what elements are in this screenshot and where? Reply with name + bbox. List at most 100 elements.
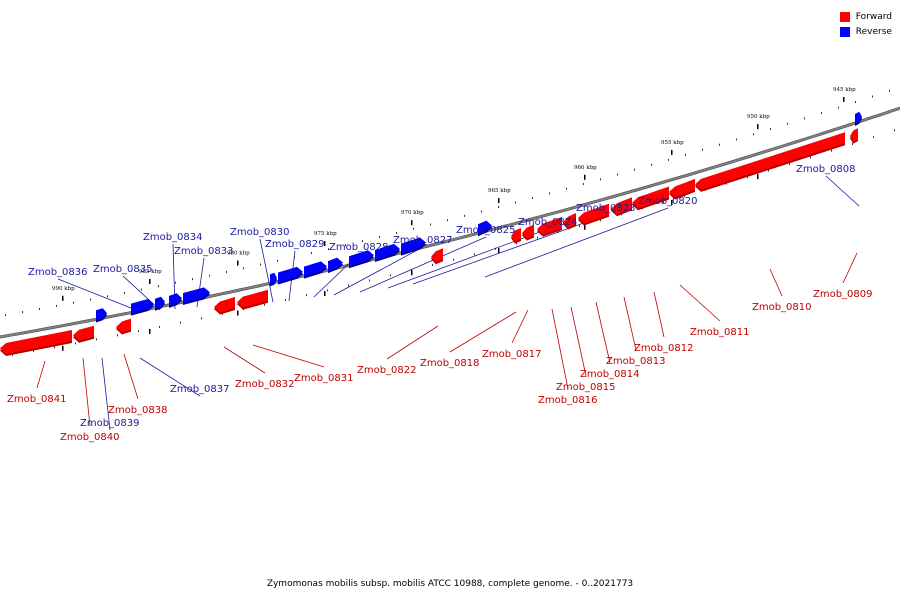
leader-line xyxy=(842,252,858,284)
gene-label: Zmob_0833 xyxy=(174,246,234,257)
gene-Zmob_0822[interactable] xyxy=(431,248,443,265)
gene-Zmob_0817[interactable] xyxy=(522,224,534,241)
reverse-legend-label: Reverse xyxy=(855,26,892,37)
scale-dot xyxy=(447,219,448,222)
gene-arrow xyxy=(578,203,609,224)
gene-Zmob_0831[interactable] xyxy=(237,289,268,310)
gene-label: Zmob_0836 xyxy=(28,267,88,278)
gene-Zmob_0824[interactable] xyxy=(375,243,400,262)
scale-dot xyxy=(264,303,265,306)
kbp-tick-layer: 990 kbp 985 kbp 980 kbp 975 kbp 970 kbp 965 k… xyxy=(5,87,895,356)
scale-dot xyxy=(770,128,771,131)
leader-line-layer xyxy=(36,175,860,431)
scale-dot xyxy=(379,236,380,239)
gene-Zmob_0834[interactable] xyxy=(169,293,182,308)
kbp-label: 965 kbp xyxy=(488,188,511,194)
kbp-label: 960 kbp xyxy=(574,165,597,171)
gene-Zmob_0841[interactable] xyxy=(0,329,72,356)
leader-line xyxy=(653,291,665,338)
gene-label: Zmob_0815 xyxy=(556,382,616,393)
gene-label: Zmob_0811 xyxy=(690,327,750,338)
leader-line xyxy=(679,284,721,322)
leader-line xyxy=(359,236,487,293)
scale-dot xyxy=(73,301,74,304)
gene-label: Zmob_0828 xyxy=(329,242,389,253)
gene-Zmob_0833[interactable] xyxy=(183,287,210,306)
scale-dot xyxy=(787,122,788,125)
leader-line xyxy=(101,357,111,431)
gene-arrow xyxy=(632,186,669,209)
scale-dot xyxy=(22,311,23,314)
gene-Zmob_0838[interactable] xyxy=(116,318,131,335)
gene-Zmob_0809[interactable] xyxy=(850,128,858,144)
scale-dot xyxy=(453,258,454,261)
gene-Zmob_0820[interactable] xyxy=(478,220,492,237)
gene-Zmob_0815[interactable] xyxy=(563,213,576,230)
kbp-tick xyxy=(324,291,326,297)
gene-Zmob_0812[interactable] xyxy=(632,186,669,211)
scale-dot xyxy=(872,95,873,98)
scale-dot xyxy=(663,201,664,204)
kbp-tick xyxy=(584,224,586,230)
kbp-label: 955 kbp xyxy=(661,140,684,146)
gene-Zmob_0839[interactable] xyxy=(96,308,107,323)
scale-dot xyxy=(159,325,160,328)
leader-line xyxy=(623,296,637,351)
gene-Zmob_0811[interactable] xyxy=(669,178,695,200)
scale-dot xyxy=(107,295,108,298)
gene-Zmob_0830[interactable] xyxy=(270,272,277,287)
kbp-tick xyxy=(149,328,151,334)
gene-label: Zmob_0823 xyxy=(576,203,636,214)
gene-Zmob_0813[interactable] xyxy=(611,197,632,217)
scale-dot xyxy=(327,289,328,292)
gene-arrow xyxy=(375,243,400,260)
gene-arrow xyxy=(611,197,632,215)
gene-Zmob_0836[interactable] xyxy=(131,298,154,316)
gene-Zmob_0829[interactable] xyxy=(278,266,303,285)
scale-dot xyxy=(209,274,210,277)
scale-dot xyxy=(260,263,261,266)
gene-Zmob_0823[interactable] xyxy=(401,237,426,256)
gene-arrow xyxy=(855,111,862,125)
scale-dot xyxy=(345,244,346,247)
kbp-tick xyxy=(62,345,64,351)
gene-label: Zmob_0813 xyxy=(606,356,666,367)
gene-Zmob_0808[interactable] xyxy=(855,111,862,127)
scale-dot xyxy=(481,210,482,213)
scale-dot xyxy=(328,248,329,251)
gene-arrow xyxy=(401,237,426,254)
gene-arrow xyxy=(304,261,327,277)
scale-dot xyxy=(537,236,538,239)
scale-dot xyxy=(369,279,370,282)
scale-dot xyxy=(600,178,601,181)
legend-reverse: Reverse xyxy=(839,24,892,39)
scale-dot xyxy=(600,219,601,222)
gene-Zmob_0832[interactable] xyxy=(214,297,235,315)
gene-Zmob_0828[interactable] xyxy=(304,261,327,279)
leader-line xyxy=(123,353,139,400)
kbp-tick xyxy=(411,220,413,226)
gene-label: Zmob_0812 xyxy=(634,343,694,354)
scale-dot xyxy=(390,274,391,277)
gene-Zmob_0840[interactable] xyxy=(73,325,94,343)
gene-Zmob_0818[interactable] xyxy=(511,227,521,244)
gene-arrow xyxy=(669,178,695,198)
gene-Zmob_0814[interactable] xyxy=(578,203,609,226)
gene-Zmob_0825[interactable] xyxy=(349,250,374,269)
gene-Zmob_0835[interactable] xyxy=(155,296,165,311)
gene-Zmob_0810[interactable] xyxy=(695,132,845,192)
leader-line xyxy=(122,275,161,311)
gene-Zmob_0816[interactable] xyxy=(537,216,562,237)
scale-dot xyxy=(96,338,97,341)
scale-dot xyxy=(684,195,685,198)
leader-line xyxy=(595,301,611,364)
scale-dot xyxy=(753,133,754,136)
gene-Zmob_0827[interactable] xyxy=(328,257,343,274)
gene-arrow xyxy=(96,308,107,321)
gene-arrow xyxy=(278,266,303,283)
kbp-label: 970 kbp xyxy=(401,210,424,216)
gene-label: Zmob_0817 xyxy=(482,349,542,360)
gene-arrow xyxy=(73,325,94,341)
scale-dot xyxy=(277,259,278,262)
scale-dot xyxy=(821,112,822,115)
